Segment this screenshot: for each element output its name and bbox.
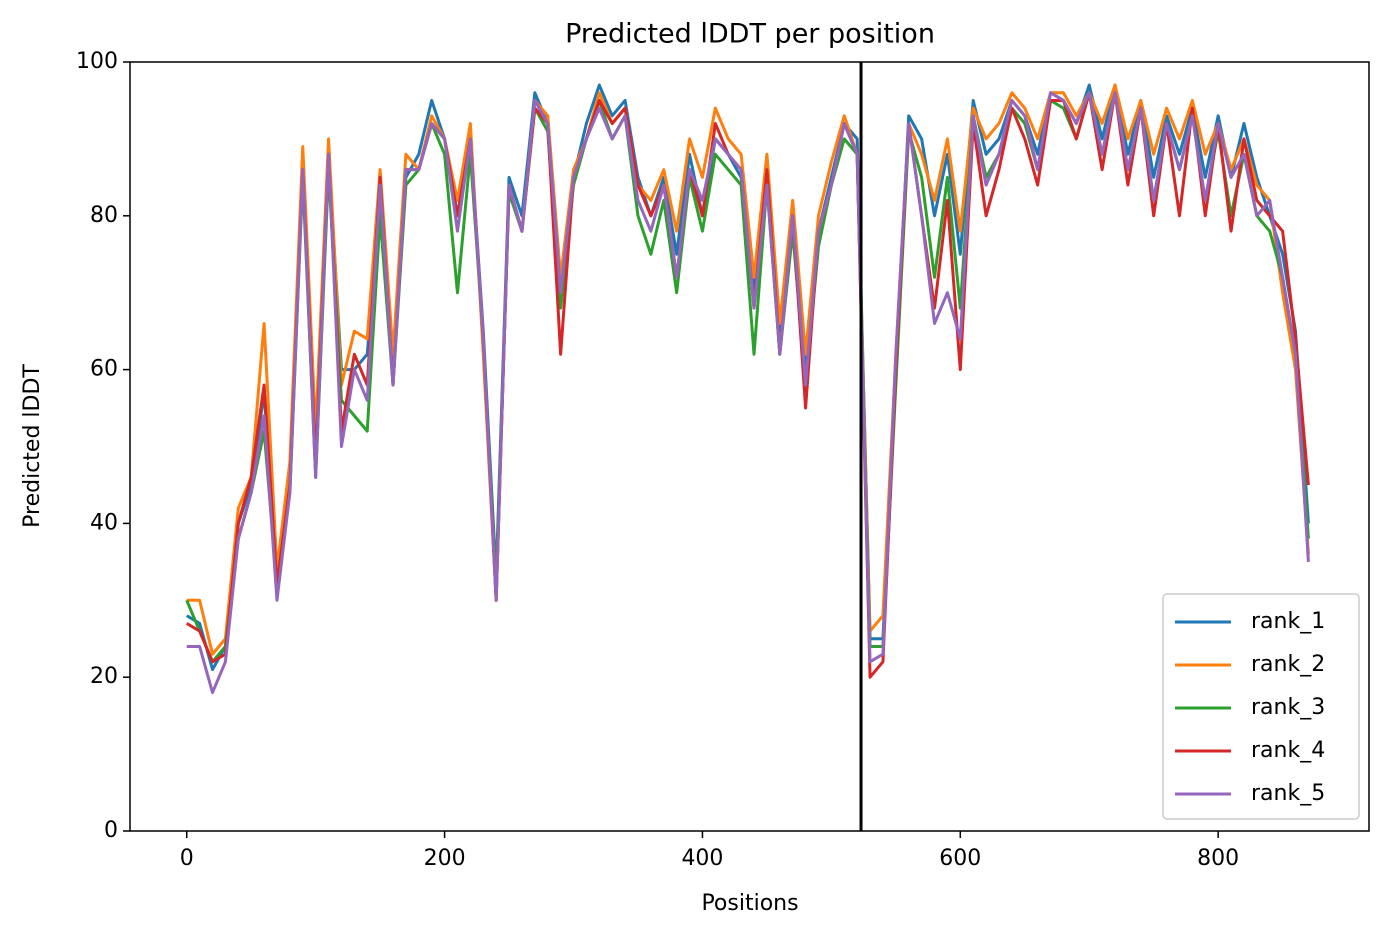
x-tick-label: 200	[424, 846, 466, 871]
y-tick-label: 80	[90, 203, 118, 228]
legend-label: rank_4	[1251, 738, 1325, 763]
series-line	[185, 91, 1310, 679]
legend-label: rank_1	[1251, 609, 1325, 634]
series-line	[185, 91, 1310, 664]
legend-label: rank_3	[1251, 695, 1325, 720]
x-tick-label: 0	[180, 846, 194, 871]
chart-title: Predicted lDDT per position	[565, 19, 935, 50]
y-tick-label: 40	[90, 510, 118, 535]
x-axis-label: Positions	[701, 891, 798, 916]
series-line	[186, 91, 1310, 695]
x-tick-label: 400	[681, 846, 723, 871]
x-tick-label: 600	[939, 846, 981, 871]
legend-box	[1162, 593, 1360, 820]
series-line	[186, 83, 1310, 656]
y-axis-label: Predicted lDDT	[20, 364, 45, 528]
y-tick-label: 60	[90, 357, 118, 382]
legend-label: rank_2	[1251, 652, 1325, 677]
y-tick-label: 100	[76, 49, 118, 74]
series-line	[185, 83, 1310, 672]
plot-frame	[129, 61, 1370, 832]
x-tick-label: 800	[1197, 846, 1239, 871]
y-tick-label: 0	[104, 818, 118, 843]
y-tick-label: 20	[90, 664, 118, 689]
legend-label: rank_5	[1251, 781, 1325, 806]
